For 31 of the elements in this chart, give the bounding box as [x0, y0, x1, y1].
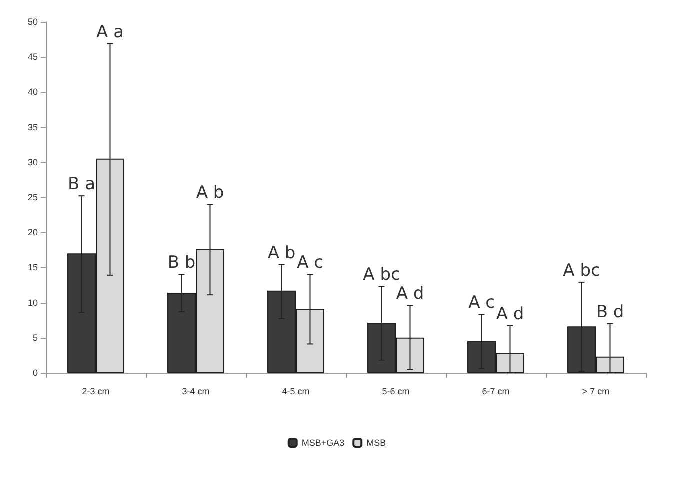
legend-label: MSB+GA3 — [302, 438, 345, 448]
annotation: B b — [168, 253, 196, 274]
x-tick-label: 3-4 cm — [182, 386, 210, 396]
y-tick-label: 0 — [32, 368, 38, 378]
annotation: A bc — [563, 260, 600, 281]
x-tick-label: 5-6 cm — [382, 386, 410, 396]
y-tick-label: 5 — [32, 332, 38, 343]
annotation: B d — [596, 302, 624, 322]
y-tick-label: 45 — [28, 52, 38, 62]
legend-label: MSB — [366, 438, 386, 448]
y-tick-label: 25 — [28, 192, 38, 202]
annotation: A c — [468, 293, 495, 314]
y-tick-label: 50 — [28, 17, 38, 27]
annotation: B a — [68, 174, 96, 195]
y-tick-label: 35 — [28, 122, 38, 132]
annotation: A d — [496, 304, 524, 324]
x-tick-label: 2-3 cm — [82, 386, 110, 396]
y-tick-label: 20 — [28, 228, 38, 238]
x-tick-label: 6-7 cm — [482, 386, 510, 396]
annotation: A d — [396, 284, 424, 304]
annotation: A b — [268, 243, 296, 264]
annotation: A bc — [363, 265, 400, 286]
y-tick-label: 10 — [28, 298, 38, 308]
y-tick-label: 40 — [28, 87, 38, 98]
annotation: A c — [297, 253, 324, 274]
x-tick-label: > 7 cm — [582, 386, 610, 396]
annotation: A a — [96, 22, 124, 42]
y-tick-label: 30 — [28, 157, 38, 168]
y-tick-label: 15 — [28, 262, 38, 273]
annotation: A b — [196, 183, 224, 204]
x-tick-label: 4-5 cm — [282, 386, 310, 396]
